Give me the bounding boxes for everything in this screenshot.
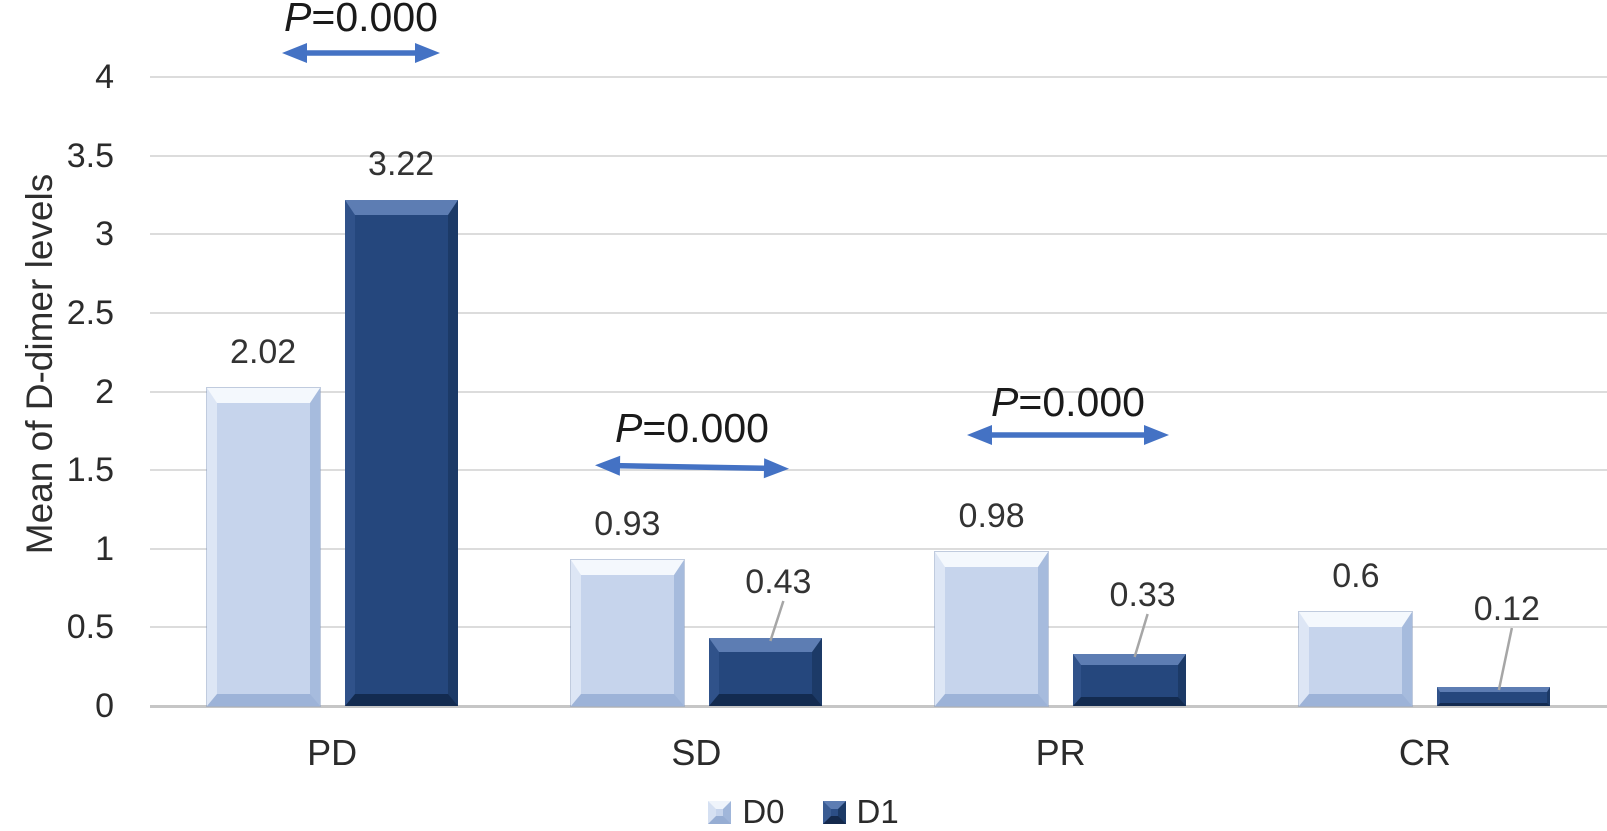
legend-label-d1: D1: [856, 793, 899, 830]
legend-swatch-d0: [708, 800, 732, 824]
category-label-pr: PR: [1035, 732, 1086, 773]
y-tick-label-2: 2: [95, 372, 114, 411]
y-tick-label-3: 3: [95, 215, 114, 254]
data-label-d1-cr: 0.12: [1473, 590, 1540, 628]
p-value-label-sd: P=0.000: [615, 405, 769, 451]
y-tick-label-4: 4: [95, 58, 114, 96]
significance-arrow-sd: [595, 455, 789, 479]
data-label-d0-pr: 0.98: [958, 497, 1025, 535]
arrow-head-left-pd: [282, 43, 307, 63]
category-label-pd: PD: [307, 732, 358, 773]
gridline-1.5: [150, 469, 1607, 472]
gridline-3.5: [150, 154, 1607, 157]
significance-arrow-pr: [967, 425, 1169, 445]
gridline-0.5: [150, 626, 1607, 629]
data-label-d0-cr: 0.6: [1332, 557, 1380, 595]
data-label-d1-sd: 0.43: [745, 563, 812, 601]
bar-d0-pd: [206, 388, 320, 706]
arrow-head-left-sd: [595, 455, 621, 476]
significance-arrow-pd: [282, 43, 440, 63]
y-tick-label-1.5: 1.5: [66, 451, 114, 490]
bar-d1-cr: [1437, 687, 1551, 706]
p-value-label-pd: P=0.000: [284, 0, 438, 40]
category-label-cr: CR: [1398, 732, 1451, 773]
y-tick-label-0.5: 0.5: [66, 608, 114, 647]
category-label-sd: SD: [671, 732, 722, 773]
p-value-label-pr: P=0.000: [991, 379, 1145, 425]
bar-d1-pr: [1073, 654, 1187, 706]
y-tick-label-1: 1: [95, 529, 114, 568]
arrow-head-right-pr: [1144, 425, 1169, 445]
data-label-d0-sd: 0.93: [594, 505, 661, 543]
leader-line-d1-sd: [769, 600, 785, 642]
legend-swatch-d1: [822, 800, 846, 824]
bar-d1-pd: [344, 200, 458, 706]
gridline-1: [150, 547, 1607, 550]
arrow-head-left-pr: [967, 425, 992, 445]
gridline-3: [150, 233, 1607, 236]
y-tick-label-3.5: 3.5: [66, 136, 114, 175]
data-label-d1-pr: 0.33: [1109, 576, 1176, 614]
gridline-2: [150, 390, 1607, 393]
legend-item-d0: D0: [708, 793, 785, 830]
data-label-d1-pd: 3.22: [368, 145, 435, 183]
data-label-d0-pd: 2.02: [230, 333, 297, 371]
arrow-head-right-pd: [415, 43, 440, 63]
bar-d1-sd: [708, 638, 822, 706]
leader-line-d1-pr: [1133, 613, 1149, 658]
leader-line-d1-cr: [1497, 627, 1514, 691]
x-axis-line: [150, 705, 1607, 708]
bar-d0-sd: [570, 560, 684, 706]
legend-item-d1: D1: [822, 793, 899, 830]
gridline-2.5: [150, 311, 1607, 314]
gridline-4: [150, 76, 1607, 78]
bar-d0-pr: [935, 552, 1049, 706]
legend-label-d0: D0: [742, 793, 785, 830]
y-tick-label-0: 0: [95, 687, 114, 725]
legend: D0 D1: [0, 794, 1607, 830]
y-tick-label-2.5: 2.5: [66, 293, 114, 332]
arrow-shaft-sd: [614, 462, 770, 472]
bar-d0-cr: [1299, 612, 1413, 706]
